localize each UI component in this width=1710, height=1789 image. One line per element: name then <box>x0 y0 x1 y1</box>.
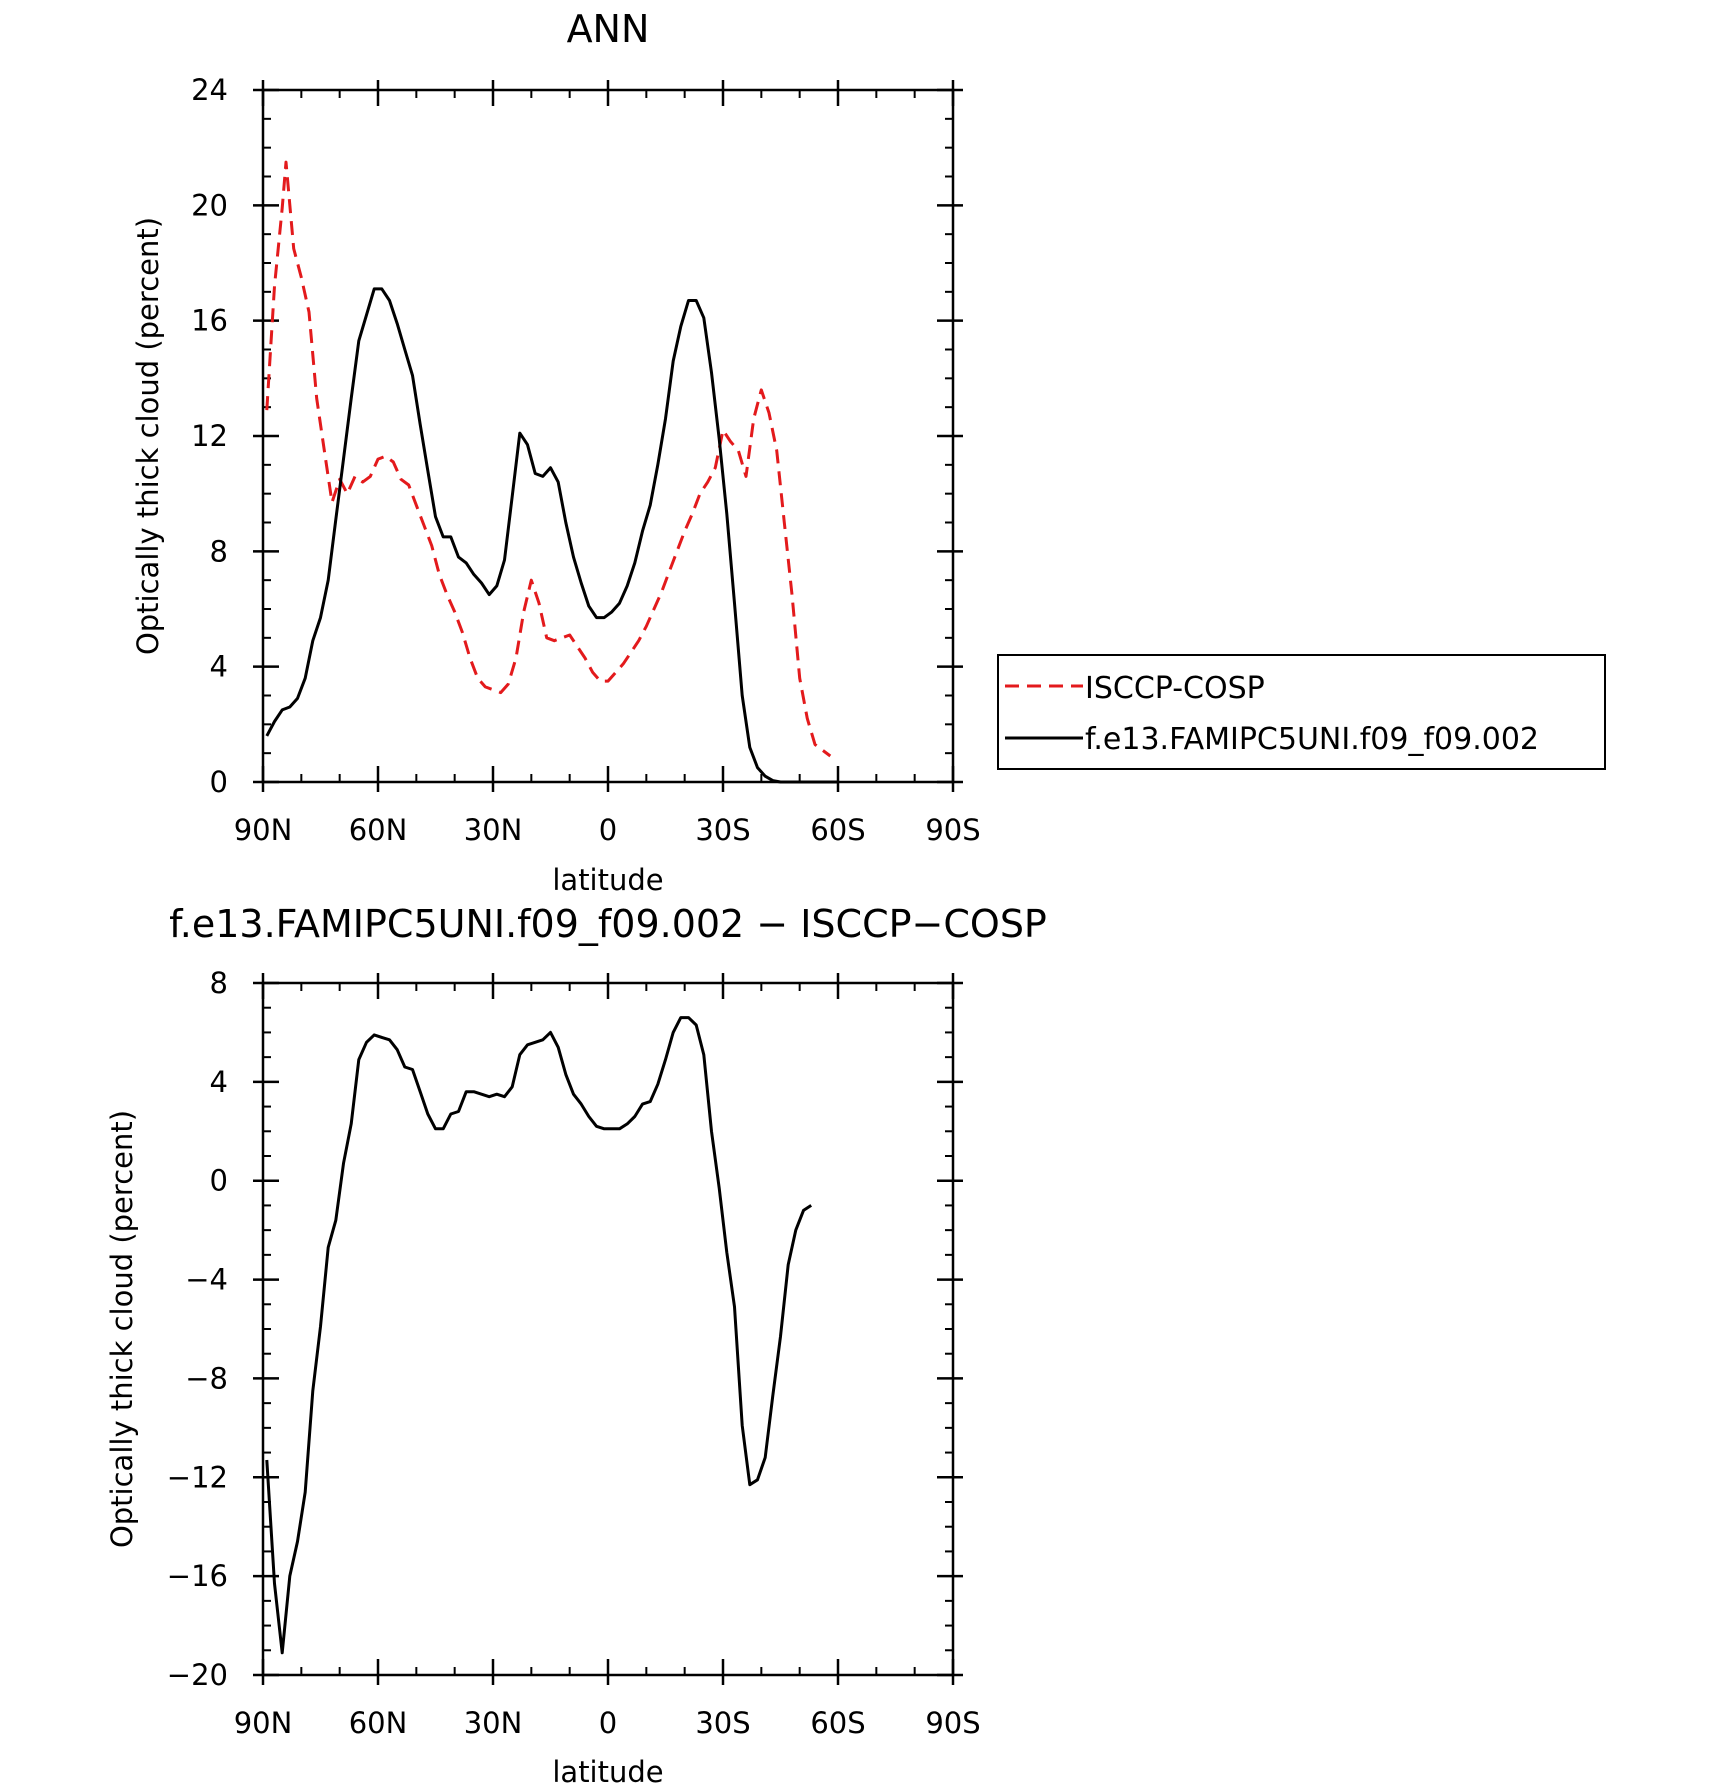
legend-label-isccp-cosp: ISCCP-COSP <box>1085 671 1265 706</box>
top-chart-title: ANN <box>567 7 650 51</box>
legend: ISCCP-COSP f.e13.FAMIPC5UNI.f09_f09.002 <box>997 654 1606 770</box>
bottom-x-tick-label: 90S <box>925 1706 980 1740</box>
top-series-line-1 <box>265 287 838 784</box>
top-series-line-0 <box>265 160 832 758</box>
bottom-x-tick-label: 0 <box>599 1706 617 1740</box>
bottom-y-tick-label: 8 <box>210 966 228 1000</box>
bottom-y-tick-label: −20 <box>167 1658 228 1692</box>
bottom-y-tick-label: −4 <box>185 1263 228 1297</box>
top-y-tick-label: 24 <box>191 73 228 107</box>
top-y-tick-label: 12 <box>191 419 228 453</box>
top-x-tick-label: 30S <box>695 813 750 847</box>
bottom-chart-title: f.e13.FAMIPC5UNI.f09_f09.002 − ISCCP−COS… <box>169 902 1047 946</box>
bottom-axis-ticks: 90N 60N 30N 0 30S 60S 90S −20 −16 −12 −8 −4 0 4 8 <box>167 966 981 1740</box>
top-y-tick-label: 4 <box>210 650 228 684</box>
bottom-x-tick-label: 30S <box>695 1706 750 1740</box>
top-x-tick-label: 90N <box>234 813 293 847</box>
bottom-y-tick-label: 4 <box>210 1065 228 1099</box>
bottom-y-tick-label: −16 <box>167 1559 228 1593</box>
top-x-tick-label: 30N <box>464 813 523 847</box>
bottom-series-line-0 <box>265 1016 813 1655</box>
top-x-tick-label: 0 <box>599 813 617 847</box>
bottom-y-axis-label: Optically thick cloud (percent) <box>105 1110 139 1548</box>
bottom-x-tick-label: 30N <box>464 1706 523 1740</box>
top-y-tick-label: 0 <box>210 765 228 799</box>
top-series-layer <box>265 160 838 784</box>
top-y-axis-label: Optically thick cloud (percent) <box>131 217 165 655</box>
top-chart-panel: ANN 90N 60N 30N 0 30S 60S 90S 0 4 8 12 16 20 24 latit… <box>131 7 981 897</box>
bottom-series-layer <box>265 1016 813 1655</box>
top-x-tick-label: 90S <box>925 813 980 847</box>
top-y-tick-label: 20 <box>191 188 228 222</box>
bottom-y-tick-label: 0 <box>210 1164 228 1198</box>
bottom-plot-frame <box>261 981 955 1677</box>
top-y-tick-label: 8 <box>210 534 228 568</box>
bottom-x-tick-label: 60S <box>810 1706 865 1740</box>
bottom-y-tick-label: −12 <box>167 1460 228 1494</box>
top-axis-ticks: 90N 60N 30N 0 30S 60S 90S 0 4 8 12 16 20 24 <box>191 73 981 847</box>
top-x-axis-label: latitude <box>552 863 663 897</box>
top-y-tick-label: 16 <box>191 304 228 338</box>
bottom-chart-panel: f.e13.FAMIPC5UNI.f09_f09.002 − ISCCP−COS… <box>105 902 1047 1789</box>
top-x-tick-label: 60N <box>349 813 408 847</box>
legend-label-model: f.e13.FAMIPC5UNI.f09_f09.002 <box>1085 722 1539 757</box>
bottom-x-tick-label: 90N <box>234 1706 293 1740</box>
bottom-y-tick-label: −8 <box>185 1361 228 1395</box>
top-x-tick-label: 60S <box>810 813 865 847</box>
top-plot-frame <box>261 88 955 784</box>
bottom-x-tick-label: 60N <box>349 1706 408 1740</box>
bottom-x-axis-label: latitude <box>552 1755 663 1789</box>
legend-box <box>997 654 1606 770</box>
